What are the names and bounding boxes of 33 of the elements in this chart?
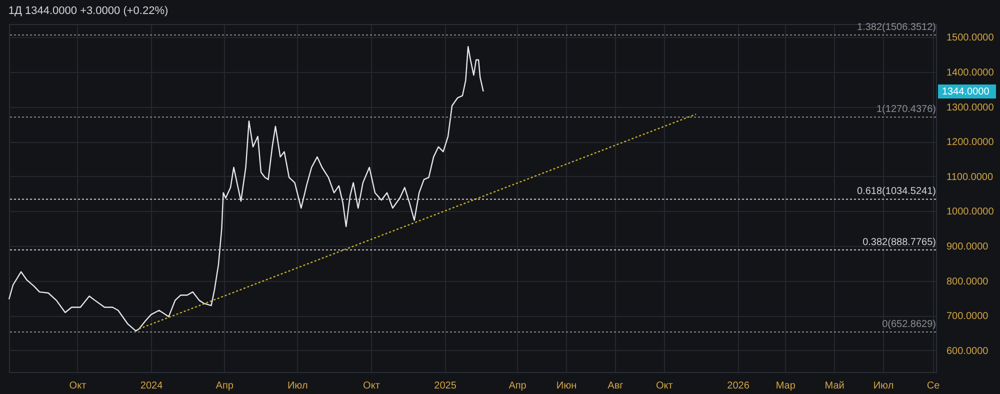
y-tick-label: 1200.0000	[946, 137, 994, 148]
x-tick-label: Июл	[287, 380, 308, 392]
x-tick-label: Окт	[69, 380, 87, 392]
x-tick-label: 2026	[727, 380, 750, 392]
y-tick-label: 1300.0000	[946, 102, 994, 114]
ref-line-label: 1(1270.4376)	[876, 104, 936, 116]
chart-title: 1Д 1344.0000 +3.0000 (+0.22%)	[8, 5, 168, 18]
ref-line-label: 0.382(888.7765)	[862, 236, 936, 248]
text: 1344.0000	[942, 86, 990, 98]
y-tick-label: 1500.0000	[946, 32, 994, 44]
y-tick-label: 1100.0000	[946, 172, 994, 183]
y-tick-label: 600.0000	[946, 346, 989, 357]
y-tick-label: 900.0000	[946, 242, 989, 253]
y-tick-label: 1400.0000	[946, 68, 994, 79]
x-tick-label: Се	[926, 380, 940, 392]
x-tick-label: Июн	[556, 380, 577, 392]
ref-line-label: 1.382(1506.3512)	[857, 22, 936, 34]
x-tick-label: Авг	[608, 380, 624, 392]
y-tick-label: 1000.0000	[946, 206, 994, 218]
x-tick-label: Май	[824, 380, 844, 392]
ref-line-label: 0(652.8629)	[882, 319, 936, 330]
x-tick-label: Окт	[656, 380, 674, 392]
x-tick-label: 2024	[140, 380, 164, 392]
y-tick-label: 700.0000	[946, 311, 989, 322]
x-tick-label: 2025	[434, 380, 457, 392]
ref-line-label: 0.618(1034.5241)	[857, 186, 936, 198]
x-tick-label: Мар	[776, 380, 796, 392]
x-tick-label: Апр	[508, 380, 527, 392]
line-series	[8, 46, 484, 332]
x-tick-label: Июл	[873, 380, 894, 392]
x-tick-label: Окт	[363, 380, 380, 392]
x-tick-label: Апр	[216, 380, 234, 392]
y-tick-label: 800.0000	[946, 276, 989, 288]
